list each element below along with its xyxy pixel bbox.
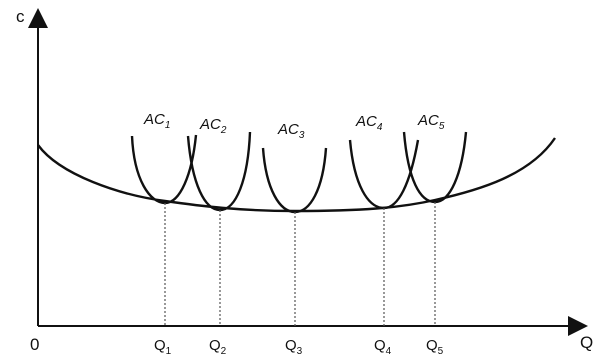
q5-label: Q5 bbox=[426, 337, 444, 357]
ac4-curve bbox=[348, 139, 420, 210]
origin-label: 0 bbox=[30, 335, 39, 354]
ac5-label: AC5 bbox=[417, 112, 445, 132]
q4-label: Q4 bbox=[374, 337, 392, 357]
ac2-curve bbox=[186, 131, 252, 212]
ac3-label: AC3 bbox=[277, 121, 305, 141]
ac1-curve bbox=[130, 134, 198, 205]
q1-label: Q1 bbox=[154, 337, 172, 357]
y-axis-label: c bbox=[16, 7, 25, 26]
q2-label: Q2 bbox=[209, 337, 227, 357]
ac2-label: AC2 bbox=[199, 116, 227, 136]
ac1-label: AC1 bbox=[143, 111, 170, 131]
x-axis-label: Q bbox=[580, 333, 593, 352]
lrac-envelope-curve bbox=[37, 137, 556, 213]
q3-label: Q3 bbox=[285, 337, 303, 357]
ac4-label: AC4 bbox=[355, 113, 383, 133]
ac3-curve bbox=[261, 147, 328, 214]
